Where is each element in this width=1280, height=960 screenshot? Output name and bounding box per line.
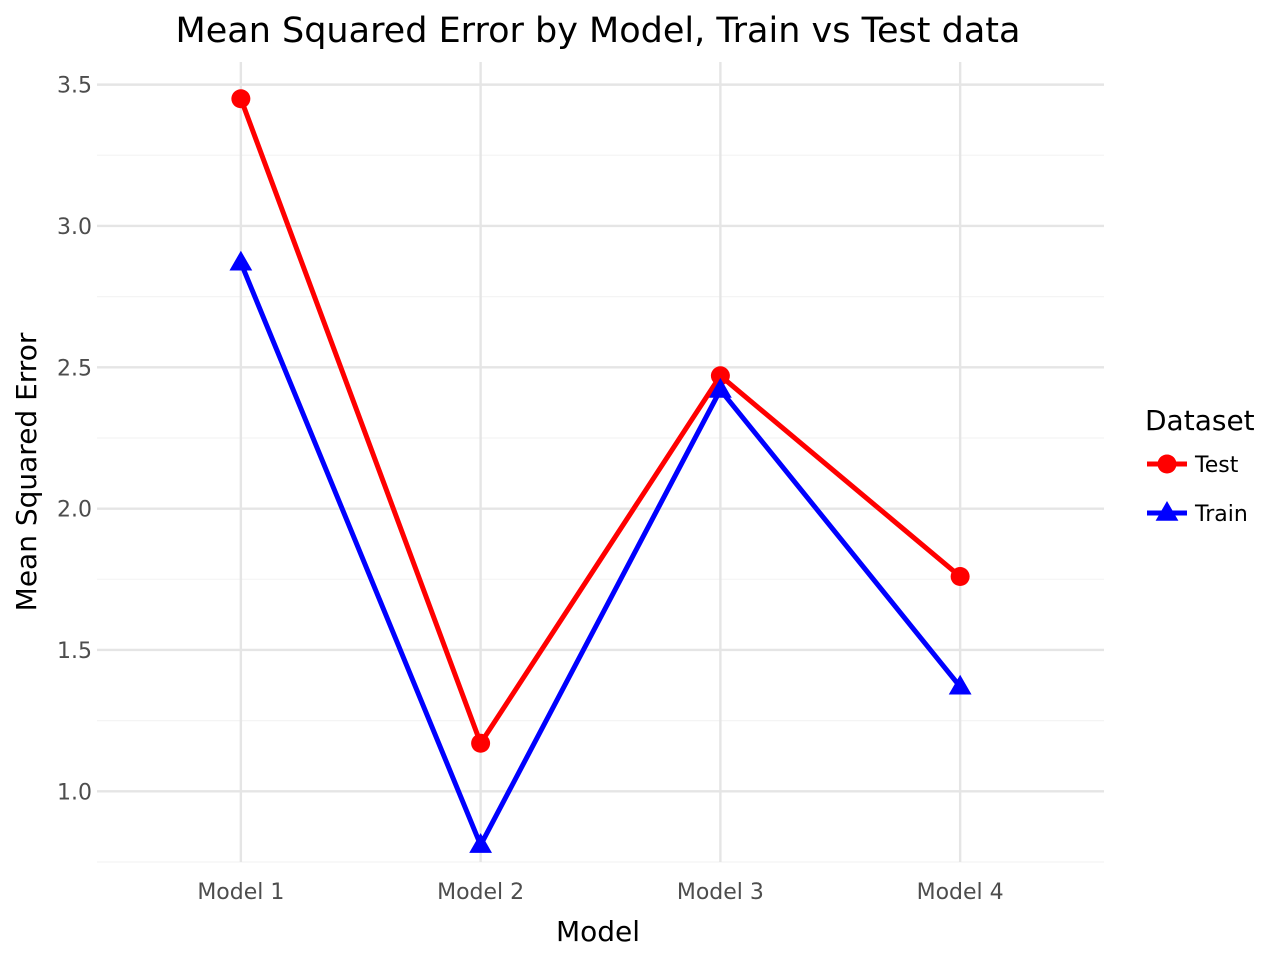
legend-label-test: Test [1194, 453, 1239, 478]
y-tick-label: 2.5 [57, 356, 92, 381]
data-point-train-3 [708, 377, 732, 398]
data-point-test-2 [471, 733, 491, 753]
series-line-train [238, 260, 963, 848]
data-point-train-4 [948, 674, 972, 695]
y-tick-label: 1.0 [57, 780, 92, 805]
series-layer [229, 89, 972, 853]
legend-title: Dataset [1145, 404, 1255, 437]
series-line-test [238, 96, 963, 746]
legend-key-marker-train [1155, 501, 1179, 521]
y-tick-label: 3.0 [57, 215, 92, 240]
y-tick-label: 2.0 [57, 498, 92, 523]
data-point-test-1 [231, 89, 251, 109]
data-point-test-4 [950, 566, 970, 586]
x-tick-label: Model 3 [677, 880, 764, 905]
x-tick-label: Model 2 [437, 880, 524, 905]
legend-label-train: Train [1194, 502, 1248, 527]
legend-key-marker-test [1157, 454, 1177, 474]
data-point-test-3 [710, 366, 730, 386]
grid-layer [97, 62, 1104, 863]
chart-title: Mean Squared Error by Model, Train vs Te… [176, 11, 1021, 51]
x-tick-label: Model 1 [197, 880, 284, 905]
data-point-train-1 [229, 250, 253, 271]
y-tick-label: 3.5 [57, 74, 92, 99]
x-tick-label: Model 4 [917, 880, 1004, 905]
y-axis-title: Mean Squared Error [10, 332, 43, 611]
tick-layer: 1.0 1.5 2.0 2.5 3.0 3.5 Model 1 Model 2 Model 3 M… [57, 74, 1004, 905]
x-axis-title: Model [556, 915, 640, 948]
y-tick-label: 1.5 [57, 639, 92, 664]
legend: Dataset Test Train [1145, 404, 1255, 527]
data-point-train-2 [469, 833, 493, 853]
